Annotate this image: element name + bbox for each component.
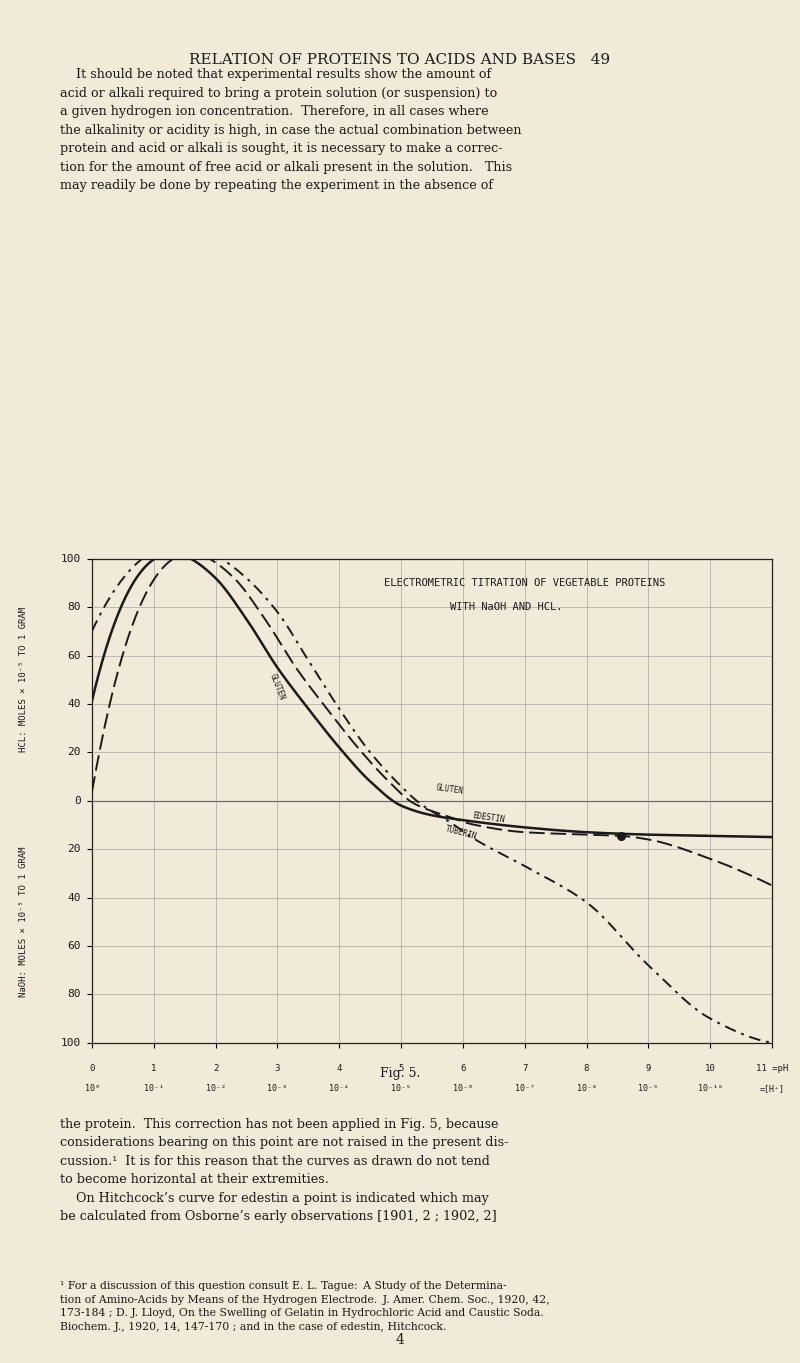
Text: 10⁻¹: 10⁻¹ <box>144 1084 164 1093</box>
Text: ¹ For a discussion of this question consult E. L. Tague: A Study of the Determin: ¹ For a discussion of this question cons… <box>60 1281 550 1332</box>
Text: 10⁻⁹: 10⁻⁹ <box>638 1084 658 1093</box>
Text: EDESTIN: EDESTIN <box>472 811 506 825</box>
Text: 6: 6 <box>460 1065 466 1074</box>
Text: 20: 20 <box>67 747 81 758</box>
Text: 1: 1 <box>151 1065 157 1074</box>
Text: 40: 40 <box>67 893 81 902</box>
Text: 4: 4 <box>337 1065 342 1074</box>
Text: It should be noted that experimental results show the amount of
acid or alkali r: It should be noted that experimental res… <box>60 68 522 192</box>
Text: =[H⁺]: =[H⁺] <box>759 1084 785 1093</box>
Text: 5: 5 <box>398 1065 404 1074</box>
Text: 3: 3 <box>274 1065 280 1074</box>
Text: 80: 80 <box>67 990 81 999</box>
Text: 100: 100 <box>61 1037 81 1048</box>
Text: 20: 20 <box>67 844 81 855</box>
Text: GLUTEN: GLUTEN <box>268 672 287 701</box>
Text: 10: 10 <box>705 1065 715 1074</box>
Text: Fig. 5.: Fig. 5. <box>380 1067 420 1081</box>
Text: 7: 7 <box>522 1065 527 1074</box>
Text: 10⁻⁶: 10⁻⁶ <box>453 1084 473 1093</box>
Text: 10⁻²: 10⁻² <box>206 1084 226 1093</box>
Text: 10⁻³: 10⁻³ <box>267 1084 287 1093</box>
Text: 80: 80 <box>67 602 81 612</box>
Text: TUBERIN: TUBERIN <box>444 825 478 841</box>
Text: 2: 2 <box>213 1065 218 1074</box>
Text: 11 =pH: 11 =pH <box>756 1065 788 1074</box>
Text: GLUTEN: GLUTEN <box>435 782 464 796</box>
Text: 8: 8 <box>584 1065 590 1074</box>
Text: 10⁻⁴: 10⁻⁴ <box>330 1084 350 1093</box>
Text: HCL: MOLES × 10⁻⁵ TO 1 GRAM: HCL: MOLES × 10⁻⁵ TO 1 GRAM <box>19 608 29 752</box>
Text: 10⁻⁵: 10⁻⁵ <box>391 1084 411 1093</box>
Text: 10⁶: 10⁶ <box>85 1084 99 1093</box>
Text: 10⁻¹⁰: 10⁻¹⁰ <box>698 1084 722 1093</box>
Text: 9: 9 <box>646 1065 651 1074</box>
Text: WITH NaOH AND HCL.: WITH NaOH AND HCL. <box>450 602 562 612</box>
Text: the protein.  This correction has not been applied in Fig. 5, because
considerat: the protein. This correction has not bee… <box>60 1118 508 1223</box>
Text: ELECTROMETRIC TITRATION OF VEGETABLE PROTEINS: ELECTROMETRIC TITRATION OF VEGETABLE PRO… <box>384 578 666 587</box>
Text: 100: 100 <box>61 553 81 564</box>
Text: 4: 4 <box>395 1333 405 1347</box>
Text: 40: 40 <box>67 699 81 709</box>
Text: 10⁻⁸: 10⁻⁸ <box>577 1084 597 1093</box>
Text: 10⁻⁷: 10⁻⁷ <box>514 1084 534 1093</box>
Text: 60: 60 <box>67 650 81 661</box>
Text: 0: 0 <box>74 796 81 806</box>
Text: RELATION OF PROTEINS TO ACIDS AND BASES   49: RELATION OF PROTEINS TO ACIDS AND BASES … <box>190 53 610 67</box>
Text: 60: 60 <box>67 940 81 951</box>
Text: NaOH: MOLES × 10⁻⁵ TO 1 GRAM: NaOH: MOLES × 10⁻⁵ TO 1 GRAM <box>19 846 29 996</box>
Text: 0: 0 <box>90 1065 94 1074</box>
